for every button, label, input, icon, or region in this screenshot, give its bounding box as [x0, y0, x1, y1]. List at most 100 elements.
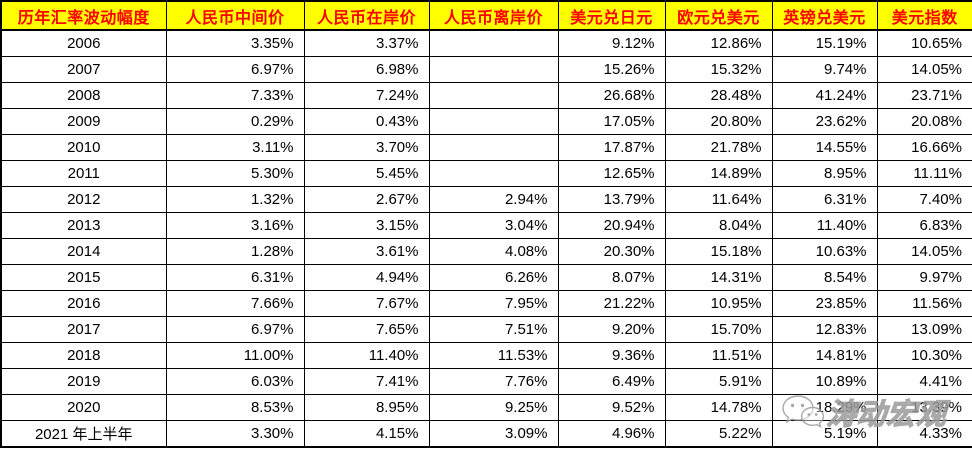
- value-cell: 21.22%: [557, 290, 666, 317]
- value-cell: 17.05%: [557, 108, 666, 135]
- table-row: 2008 7.33% 7.24% 26.68% 28.48% 41.24% 23.71%: [0, 82, 972, 109]
- column-header: 人民币在岸价: [303, 0, 430, 31]
- value-cell: 14.81%: [771, 342, 878, 369]
- year-cell: 2020: [0, 394, 167, 421]
- value-cell: 20.80%: [664, 108, 773, 135]
- value-cell: 12.65%: [557, 160, 666, 187]
- year-cell: 2019: [0, 368, 167, 395]
- value-cell: 23.71%: [876, 82, 972, 109]
- value-cell: 7.65%: [303, 316, 430, 343]
- value-cell: 15.26%: [557, 56, 666, 83]
- table-row: 2016 7.66% 7.67% 7.95% 21.22% 10.95% 23.85% 11.…: [0, 290, 972, 317]
- value-cell: 10.65%: [876, 29, 972, 57]
- value-cell: [428, 29, 559, 57]
- value-cell: 15.70%: [664, 316, 773, 343]
- value-cell: 17.87%: [557, 134, 666, 161]
- table-row: 2014 1.28% 3.61% 4.08% 20.30% 15.18% 10.63% 14.…: [0, 238, 972, 265]
- year-cell: 2017: [0, 316, 167, 343]
- value-cell: 3.09%: [428, 420, 559, 448]
- value-cell: 3.37%: [303, 29, 430, 57]
- value-cell: 5.19%: [771, 420, 878, 448]
- value-cell: 4.41%: [876, 368, 972, 395]
- value-cell: 11.40%: [771, 212, 878, 239]
- table-row: 2010 3.11% 3.70% 17.87% 21.78% 14.55% 16.66%: [0, 134, 972, 161]
- value-cell: 5.22%: [664, 420, 773, 448]
- value-cell: 15.32%: [664, 56, 773, 83]
- value-cell: 9.20%: [557, 316, 666, 343]
- value-cell: 2.94%: [428, 186, 559, 213]
- value-cell: 0.29%: [165, 108, 305, 135]
- value-cell: 8.53%: [165, 394, 305, 421]
- value-cell: 7.66%: [165, 290, 305, 317]
- value-cell: 6.31%: [165, 264, 305, 291]
- value-cell: 3.11%: [165, 134, 305, 161]
- value-cell: 5.30%: [165, 160, 305, 187]
- value-cell: 13.09%: [876, 316, 972, 343]
- column-header: 英镑兑美元: [771, 0, 878, 31]
- value-cell: 21.78%: [664, 134, 773, 161]
- value-cell: 7.67%: [303, 290, 430, 317]
- value-cell: 4.94%: [303, 264, 430, 291]
- value-cell: 6.97%: [165, 56, 305, 83]
- value-cell: 6.83%: [876, 212, 972, 239]
- table-row: 2021 年上半年 3.30% 4.15% 3.09% 4.96% 5.22% 5.19% 4…: [0, 420, 972, 448]
- value-cell: 41.24%: [771, 82, 878, 109]
- value-cell: 26.68%: [557, 82, 666, 109]
- value-cell: 11.64%: [664, 186, 773, 213]
- value-cell: 20.30%: [557, 238, 666, 265]
- value-cell: 9.25%: [428, 394, 559, 421]
- value-cell: 7.51%: [428, 316, 559, 343]
- value-cell: 9.52%: [557, 394, 666, 421]
- year-cell: 2012: [0, 186, 167, 213]
- table-row: 2018 11.00% 11.40% 11.53% 9.36% 11.51% 14.81% 1…: [0, 342, 972, 369]
- table-row: 2007 6.97% 6.98% 15.26% 15.32% 9.74% 14.05%: [0, 56, 972, 83]
- value-cell: 23.85%: [771, 290, 878, 317]
- value-cell: 11.53%: [428, 342, 559, 369]
- table-row: 2006 3.35% 3.37% 9.12% 12.86% 15.19% 10.65%: [0, 29, 972, 57]
- value-cell: 11.51%: [664, 342, 773, 369]
- value-cell: 13.39%: [876, 394, 972, 421]
- column-header: 人民币中间价: [165, 0, 305, 31]
- value-cell: 14.55%: [771, 134, 878, 161]
- value-cell: 1.28%: [165, 238, 305, 265]
- year-cell: 2007: [0, 56, 167, 83]
- year-cell: 2015: [0, 264, 167, 291]
- table-row: 2013 3.16% 3.15% 3.04% 20.94% 8.04% 11.40% 6.83…: [0, 212, 972, 239]
- value-cell: 6.26%: [428, 264, 559, 291]
- value-cell: 3.35%: [165, 29, 305, 57]
- year-cell: 2011: [0, 160, 167, 187]
- value-cell: 0.43%: [303, 108, 430, 135]
- value-cell: 11.56%: [876, 290, 972, 317]
- value-cell: 7.33%: [165, 82, 305, 109]
- table-row: 2011 5.30% 5.45% 12.65% 14.89% 8.95% 11.11%: [0, 160, 972, 187]
- exchange-rate-table: 历年汇率波动幅度 人民币中间价 人民币在岸价 人民币离岸价 美元兑日元 欧元兑美元 英镑兑美…: [0, 0, 972, 448]
- column-header: 美元兑日元: [557, 0, 666, 31]
- year-cell: 2021 年上半年: [0, 420, 167, 448]
- value-cell: 6.49%: [557, 368, 666, 395]
- column-header: 人民币离岸价: [428, 0, 559, 31]
- table-row: 2020 8.53% 8.95% 9.25% 9.52% 14.78% 18.29% 13.3…: [0, 394, 972, 421]
- year-cell: 2010: [0, 134, 167, 161]
- value-cell: 11.00%: [165, 342, 305, 369]
- value-cell: 4.33%: [876, 420, 972, 448]
- value-cell: 8.07%: [557, 264, 666, 291]
- column-header: 欧元兑美元: [664, 0, 773, 31]
- value-cell: 14.31%: [664, 264, 773, 291]
- value-cell: 20.08%: [876, 108, 972, 135]
- value-cell: 7.95%: [428, 290, 559, 317]
- value-cell: [428, 108, 559, 135]
- table-row: 2019 6.03% 7.41% 7.76% 6.49% 5.91% 10.89% 4.41%: [0, 368, 972, 395]
- value-cell: 6.97%: [165, 316, 305, 343]
- value-cell: 11.40%: [303, 342, 430, 369]
- value-cell: 8.04%: [664, 212, 773, 239]
- value-cell: 28.48%: [664, 82, 773, 109]
- value-cell: 3.70%: [303, 134, 430, 161]
- value-cell: 6.31%: [771, 186, 878, 213]
- year-cell: 2018: [0, 342, 167, 369]
- value-cell: 16.66%: [876, 134, 972, 161]
- value-cell: 10.30%: [876, 342, 972, 369]
- year-cell: 2014: [0, 238, 167, 265]
- value-cell: 7.24%: [303, 82, 430, 109]
- value-cell: 11.11%: [876, 160, 972, 187]
- value-cell: [428, 134, 559, 161]
